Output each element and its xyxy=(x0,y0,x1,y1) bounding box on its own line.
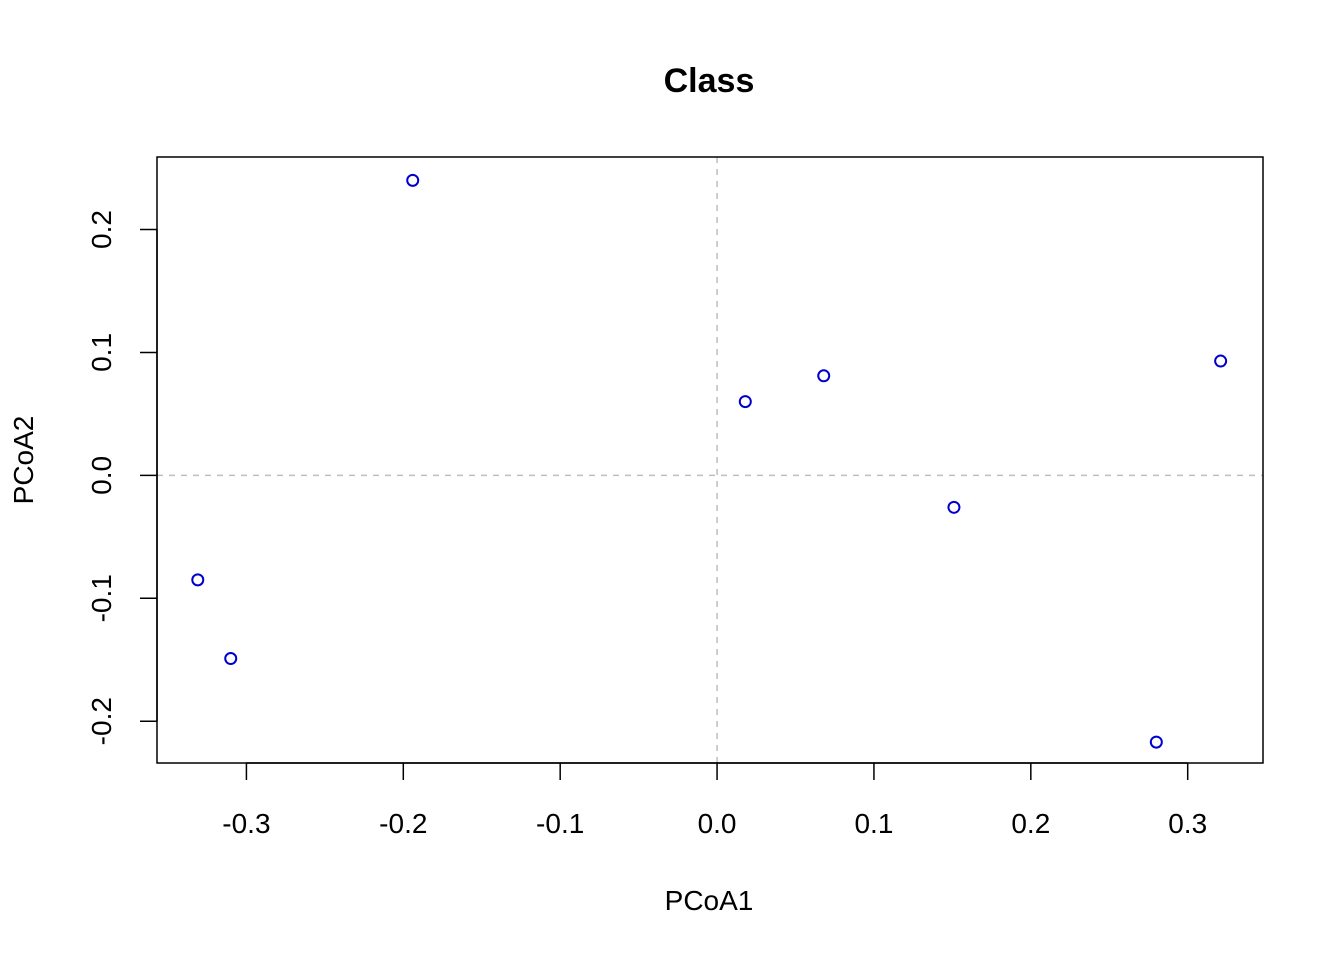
y-tick-label: -0.2 xyxy=(86,697,117,745)
data-point xyxy=(406,173,420,187)
x-axis-label: PCoA1 xyxy=(665,885,754,916)
y-tick-label: 0.2 xyxy=(86,210,117,249)
y-tick-label: -0.1 xyxy=(86,574,117,622)
data-points xyxy=(191,173,1228,749)
data-point xyxy=(1149,735,1163,749)
data-point xyxy=(1214,354,1228,368)
x-tick-label: -0.1 xyxy=(536,808,584,839)
chart-title: Class xyxy=(664,62,755,100)
y-axis: -0.2 -0.1 0.0 0.1 0.2 xyxy=(86,210,158,745)
data-point xyxy=(738,395,752,409)
x-axis: -0.3 -0.2 -0.1 0.0 0.1 0.2 0.3 xyxy=(222,762,1207,839)
x-tick-label: 0.0 xyxy=(698,808,737,839)
x-tick-label: -0.3 xyxy=(222,808,270,839)
data-point xyxy=(224,652,238,666)
x-tick-label: 0.1 xyxy=(854,808,893,839)
y-tick-label: 0.1 xyxy=(86,333,117,372)
y-axis-label: PCoA2 xyxy=(8,416,39,505)
reference-lines xyxy=(157,157,1263,763)
data-point xyxy=(191,573,205,587)
x-tick-label: 0.2 xyxy=(1011,808,1050,839)
x-tick-label: -0.2 xyxy=(379,808,427,839)
data-point xyxy=(817,369,831,383)
plot-frame xyxy=(156,156,1264,764)
x-tick-label: 0.3 xyxy=(1168,808,1207,839)
y-tick-label: 0.0 xyxy=(86,456,117,495)
data-point xyxy=(947,500,961,514)
